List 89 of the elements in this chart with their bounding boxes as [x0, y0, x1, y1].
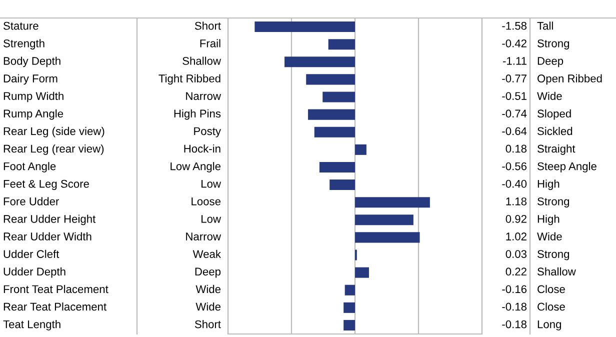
text: Low: [202, 180, 222, 188]
text: Low: [202, 215, 222, 223]
text: High Pins: [174, 109, 221, 120]
bar: [254, 22, 355, 32]
data-label: -0.18: [502, 320, 527, 328]
text: Low Angle: [170, 162, 221, 172]
y-tick-label: Udder Depth: [4, 267, 66, 278]
text: Straight: [538, 144, 576, 155]
text: Wide: [196, 284, 221, 294]
data-label: -0.56: [502, 162, 527, 170]
text: Steep Angle: [538, 162, 596, 172]
bar: [308, 109, 355, 120]
text: Shallow: [538, 267, 576, 276]
y-tick-label: Foot Angle: [4, 162, 56, 172]
text: Short: [194, 22, 221, 30]
data-label: -0.64: [502, 127, 527, 136]
data-label: 1.02: [506, 232, 526, 240]
text: Narrow: [186, 92, 222, 100]
y-tick-label: Rump Width: [4, 92, 64, 102]
text: Deep: [195, 268, 221, 278]
bar: [355, 267, 369, 278]
data-label: -1.58: [502, 22, 527, 30]
data-label: -0.18: [502, 302, 527, 311]
bar: [355, 197, 430, 208]
text: Sickled: [538, 126, 572, 136]
y-tick-label: Rump Angle: [4, 109, 64, 120]
y-tick-label: Rear Leg (rear view): [4, 144, 104, 155]
bar: [330, 180, 355, 190]
data-label: 1.18: [506, 197, 527, 206]
y-tick-label: Body Depth: [4, 56, 60, 68]
text: Long: [538, 320, 561, 330]
text: Close: [538, 302, 565, 311]
bar: [284, 56, 355, 68]
data-label: 0.03: [506, 250, 527, 258]
data-label: -0.16: [502, 285, 527, 294]
y-tick-label: Rear Teat Placement: [4, 302, 106, 311]
data-label: -1.11: [502, 57, 526, 65]
text: Short: [194, 320, 221, 328]
y-tick-label: Feet & Leg Score: [4, 180, 89, 190]
text: Deep: [538, 57, 564, 68]
bar: [355, 144, 366, 155]
data-label: -0.51: [502, 92, 526, 100]
text: High: [538, 180, 560, 190]
bar: [355, 214, 414, 226]
y-tick-label: Fore Udder: [4, 197, 60, 206]
y-tick-label: Udder Cleft: [4, 250, 60, 258]
bar: [319, 162, 355, 172]
y-tick-label: Dairy Form: [4, 74, 58, 85]
y-tick-label: Front Teat Placement: [4, 284, 108, 294]
data-label: 0.22: [506, 268, 526, 276]
text: Frail: [200, 39, 220, 48]
bar: [344, 302, 355, 313]
data-label: -0.42: [502, 39, 526, 48]
text: Wide: [196, 302, 221, 311]
text: Strong: [538, 197, 570, 208]
text: Close: [538, 284, 565, 294]
text: Loose: [192, 198, 221, 206]
data-label: 0.18: [506, 144, 527, 153]
text: Narrow: [186, 232, 222, 240]
bar: [355, 232, 420, 243]
text: Wide: [537, 232, 562, 240]
data-label: -0.74: [502, 110, 527, 118]
bar: [322, 92, 355, 102]
text: Tall: [537, 22, 553, 30]
text: Sloped: [538, 109, 571, 120]
text: Hock-in: [184, 144, 220, 153]
text: Shallow: [182, 56, 222, 65]
text: Weak: [192, 250, 222, 258]
data-label: -0.77: [502, 74, 526, 82]
text: Open Ribbed: [538, 74, 602, 85]
text: Strong: [538, 250, 570, 260]
bar: [314, 126, 355, 138]
y-tick-label: Rear Leg (side view): [4, 126, 104, 138]
text: Strong: [538, 39, 570, 50]
data-label: -0.40: [502, 180, 527, 188]
data-label: 0.92: [506, 215, 526, 223]
y-tick-label: Rear Udder Height: [4, 214, 96, 226]
y-tick-label: Teat Length: [3, 320, 60, 330]
bar: [344, 320, 355, 330]
bar: [328, 39, 355, 50]
text: High: [538, 214, 560, 226]
text: Posty: [194, 127, 221, 138]
bar: [344, 284, 355, 296]
y-tick-label: Strength: [4, 39, 44, 50]
text: Wide: [537, 92, 562, 100]
bar: [306, 74, 355, 85]
text: Tight Ribbed: [158, 74, 220, 85]
y-tick-label: Stature: [4, 22, 38, 30]
y-tick-label: Rear Udder Width: [4, 232, 92, 240]
